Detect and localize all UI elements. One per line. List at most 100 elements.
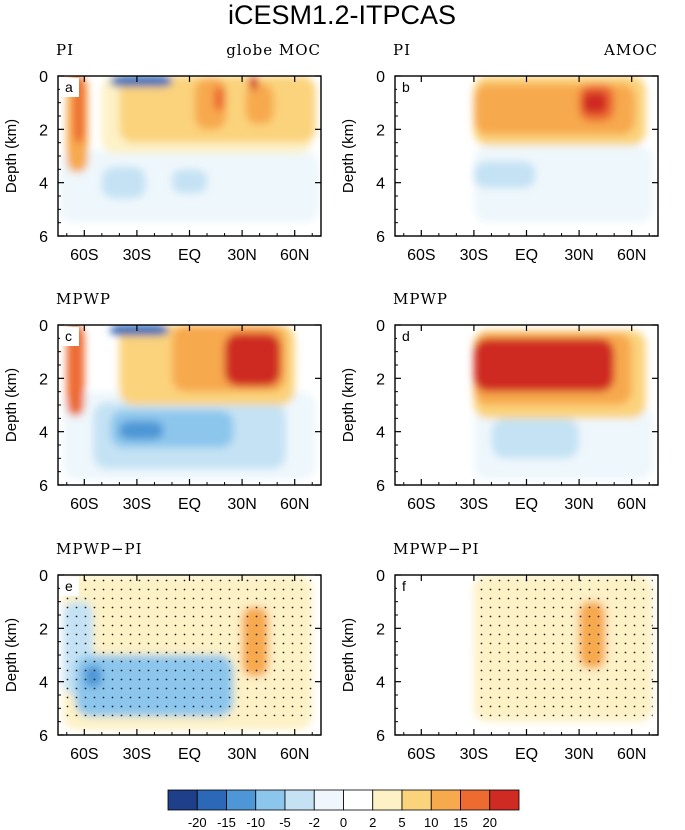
x-tick-label: 60S [407,496,435,513]
panel-left-title: MPWP−PI [393,540,480,558]
colorbar-swatch [167,789,198,811]
colorbar-label: 15 [453,815,467,830]
panel-a: 60S 30S EQ 30N 60N 0 2 4 6 Depth (km) a PI globe MOC [3,41,322,264]
colorbar-label: 10 [424,815,438,830]
y-tick-label: 0 [376,568,385,585]
panel-letter: a [65,79,73,95]
x-tick-label: EQ [515,247,538,264]
y-tick-label: 2 [39,371,48,388]
y-tick-label: 6 [39,728,48,745]
colorbar-swatch [196,789,227,811]
x-tick-label: 30N [227,746,256,763]
panel-letter: e [65,578,73,594]
y-tick-label: 6 [376,478,385,495]
y-axis-label: Depth (km) [340,368,357,442]
panel-letter-box [397,327,416,346]
y-tick-label: 4 [376,425,385,442]
significance-stippling [473,577,653,717]
contour-region [119,421,164,440]
y-tick-label: 2 [376,621,385,638]
contour-region [110,325,169,336]
x-tick-label: 30N [564,746,593,763]
x-tick-label: 60S [407,247,435,264]
colorbar-swatch [255,789,286,811]
x-tick-label: 30S [460,496,488,513]
contour-region [224,333,281,387]
x-tick-label: EQ [178,496,201,513]
x-tick-label: 30S [460,746,488,763]
y-tick-label: 2 [376,371,385,388]
colorbar-label: 2 [369,815,376,830]
x-tick-label: 60S [407,746,435,763]
colorbar-label: 5 [398,815,405,830]
heatmap-field [59,76,320,223]
contour-region [473,338,615,392]
y-tick-label: 2 [376,122,385,139]
panel-letter: d [402,328,410,344]
x-tick-label: 30S [123,746,151,763]
panel-e: 60S 30S EQ 30N 60N 0 2 4 6 Depth (km) e MPWP−PI [3,540,322,763]
y-tick-label: 6 [39,229,48,246]
colorbar-label: -20 [188,815,207,830]
contour-region [249,76,258,90]
colorbar-swatch [489,789,520,811]
y-tick-label: 6 [376,229,385,246]
panel-right-title: globe MOC [226,41,321,59]
panel-left-title: MPWP [56,290,111,308]
contour-region [66,325,85,416]
colorbar-label: -15 [217,815,236,830]
y-tick-label: 2 [39,621,48,638]
x-tick-label: 60S [70,746,98,763]
x-tick-label: EQ [178,746,201,763]
colorbar: -20 -15 -10 -5 -2 0 2 5 10 15 20 [167,789,520,830]
colorbar-swatch [313,789,344,811]
x-tick-label: EQ [515,496,538,513]
x-tick-label: 30N [564,496,593,513]
panel-right-title: AMOC [603,41,658,59]
colorbar-label: 20 [483,815,497,830]
x-tick-label: 30N [227,247,256,264]
contour-region [473,161,536,188]
panel-d: 60S 30S EQ 30N 60N 0 2 4 6 Depth (km) d MPWP [340,290,659,513]
x-tick-label: EQ [178,247,201,264]
y-tick-label: 0 [39,69,48,86]
significance-stippling [63,577,316,717]
x-tick-label: EQ [515,746,538,763]
contour-region [171,169,208,194]
heatmap-field [63,325,316,480]
x-tick-label: 30N [227,496,256,513]
contour-region [491,418,580,459]
panel-letter-box [60,78,79,97]
x-tick-label: 60S [70,496,98,513]
x-tick-label: 60N [617,247,646,264]
panel-b: 60S 30S EQ 30N 60N 0 2 4 6 Depth (km) b PI AMOC [340,41,659,264]
colorbar-swatch [401,789,432,811]
colorbar-label: -10 [246,815,265,830]
heatmap-field [473,330,653,480]
y-axis-label: Depth (km) [340,618,357,692]
y-tick-label: 2 [39,122,48,139]
x-tick-label: 60N [280,746,309,763]
x-tick-label: 60N [617,496,646,513]
y-tick-label: 4 [39,425,48,442]
panel-left-title: PI [56,41,74,59]
y-tick-label: 4 [376,675,385,692]
x-tick-label: 60N [280,247,309,264]
colorbar-label: -2 [308,815,320,830]
panel-letter-box [397,78,416,97]
colorbar-swatch [284,789,315,811]
y-axis-label: Depth (km) [3,368,20,442]
panel-letter-box [60,327,79,346]
heatmap-field [473,575,653,722]
y-axis-label: Depth (km) [3,119,20,193]
y-tick-label: 0 [376,69,385,86]
panel-letter-box [397,577,416,596]
y-tick-label: 4 [376,176,385,193]
x-tick-label: 60N [280,496,309,513]
y-tick-label: 0 [376,318,385,335]
colorbar-swatch [372,789,403,811]
colorbar-swatch [343,789,374,811]
colorbar-swatch [226,789,257,811]
colorbar-label: 0 [340,815,347,830]
